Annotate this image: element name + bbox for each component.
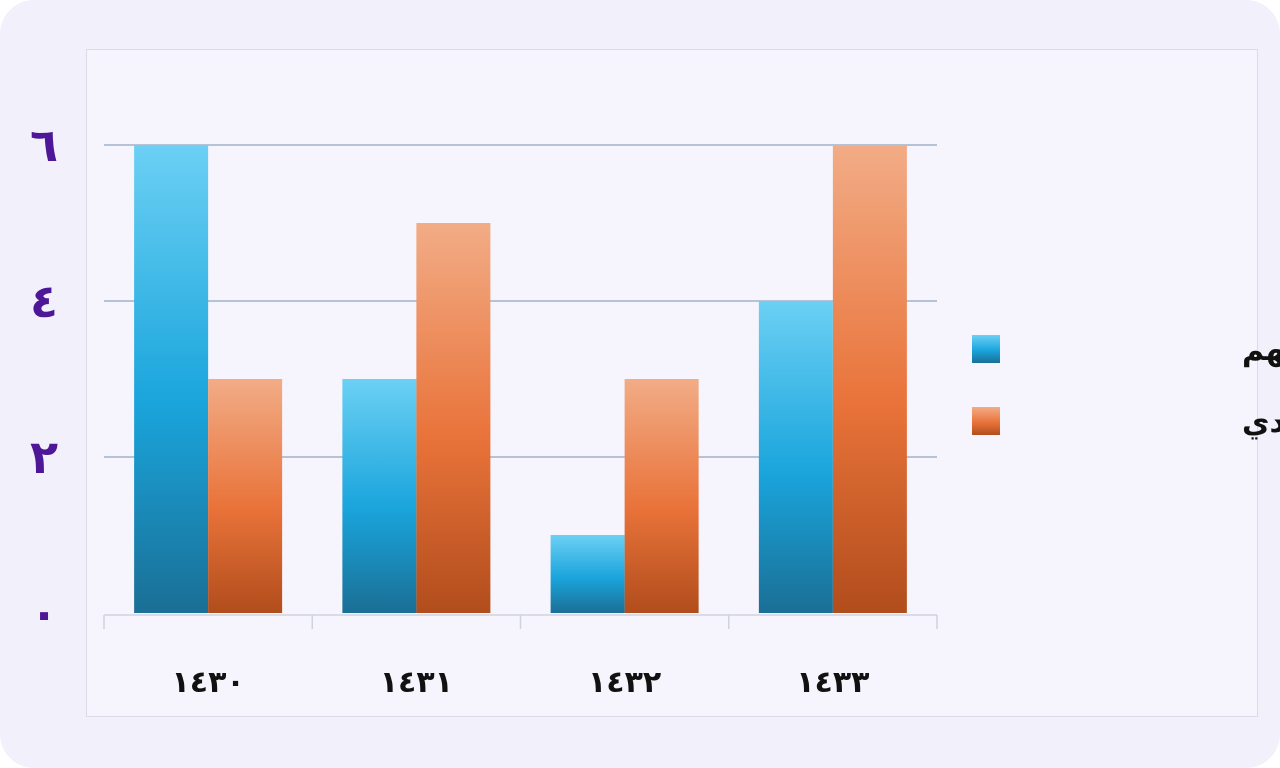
bar-series-1 [134,145,209,613]
y-tick-label: ٠ [30,586,58,640]
bar-series-2 [416,223,491,613]
y-tick-label: ٤ [30,274,58,328]
legend-swatch [972,335,1000,363]
y-tick-label: ٦ [30,118,58,172]
legend-swatch [972,407,1000,435]
x-tick-label: ١٤٣٠ [172,665,245,700]
bar-series-1 [550,535,625,613]
legend-label: السوق السعودي [1242,405,1280,440]
bar-series-2 [832,145,907,613]
y-tick-label: ٢ [30,430,58,484]
bar-series-2 [208,379,283,613]
legend-label: سوق الأسهم [1242,331,1280,368]
bar-series-2 [624,379,699,613]
x-tick-label: ١٤٣٣ [796,665,869,700]
x-tick-label: ١٤٣٢ [588,665,661,700]
x-tick-label: ١٤٣١ [380,665,453,700]
bar-series-1 [758,301,833,613]
bar-series-1 [342,379,417,613]
